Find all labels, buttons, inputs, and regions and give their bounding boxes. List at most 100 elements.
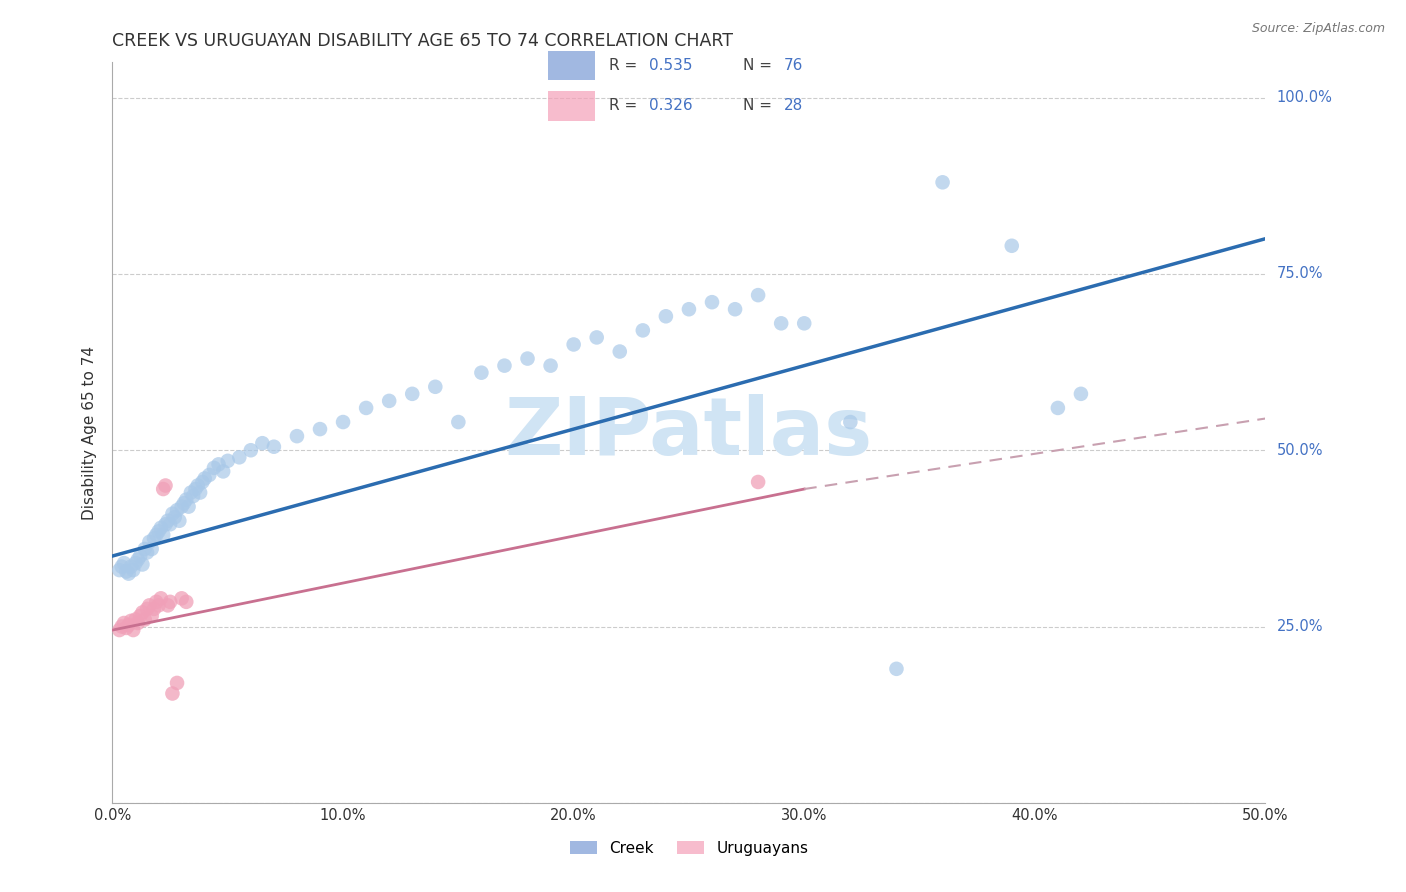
Text: Source: ZipAtlas.com: Source: ZipAtlas.com — [1251, 22, 1385, 36]
Point — [191, 475, 214, 489]
Point — [112, 615, 135, 630]
Point — [124, 556, 146, 570]
Point — [108, 623, 131, 637]
Point — [425, 380, 447, 394]
Point — [162, 686, 184, 700]
Point — [285, 429, 308, 443]
Point — [170, 591, 193, 606]
Point — [1046, 401, 1069, 415]
Point — [111, 619, 134, 633]
Text: 50.0%: 50.0% — [1277, 442, 1323, 458]
Point — [239, 443, 262, 458]
Point — [127, 615, 149, 630]
Point — [401, 387, 423, 401]
Point — [108, 563, 131, 577]
Point — [562, 337, 585, 351]
Point — [332, 415, 354, 429]
Point — [117, 618, 139, 632]
Point — [678, 302, 700, 317]
Text: 0.326: 0.326 — [650, 98, 693, 113]
Point — [156, 599, 179, 613]
Point — [131, 558, 153, 572]
Point — [124, 612, 146, 626]
Point — [585, 330, 607, 344]
Point — [145, 595, 167, 609]
Point — [152, 482, 174, 496]
Point — [202, 461, 225, 475]
Point — [136, 602, 159, 616]
Point — [609, 344, 631, 359]
Text: 76: 76 — [785, 58, 803, 73]
Point — [156, 514, 179, 528]
Point — [127, 552, 149, 566]
Point — [516, 351, 538, 366]
Point — [112, 556, 135, 570]
Point — [447, 415, 470, 429]
Point — [117, 566, 139, 581]
Point — [129, 549, 152, 563]
Point — [188, 485, 211, 500]
Point — [747, 288, 769, 302]
Point — [163, 510, 186, 524]
Point — [159, 595, 181, 609]
Point — [169, 514, 191, 528]
Point — [194, 471, 217, 485]
Point — [162, 507, 184, 521]
Point — [747, 475, 769, 489]
Point — [159, 517, 181, 532]
Point — [198, 467, 221, 482]
Point — [181, 489, 204, 503]
Text: N =: N = — [744, 58, 778, 73]
Text: CREEK VS URUGUAYAN DISABILITY AGE 65 TO 74 CORRELATION CHART: CREEK VS URUGUAYAN DISABILITY AGE 65 TO … — [112, 32, 734, 50]
Text: 100.0%: 100.0% — [1277, 90, 1333, 105]
Point — [134, 612, 156, 626]
Point — [155, 478, 177, 492]
Point — [252, 436, 274, 450]
Y-axis label: Disability Age 65 to 74: Disability Age 65 to 74 — [82, 345, 97, 520]
Point — [115, 565, 138, 579]
Point — [354, 401, 377, 415]
Point — [148, 599, 170, 613]
Point — [143, 602, 166, 616]
Point — [170, 500, 193, 514]
Point — [212, 464, 235, 478]
Point — [309, 422, 332, 436]
Point — [141, 541, 163, 556]
Text: N =: N = — [744, 98, 778, 113]
Point — [931, 175, 953, 189]
Point — [138, 535, 160, 549]
Point — [700, 295, 723, 310]
Point — [228, 450, 250, 465]
Point — [174, 595, 197, 609]
Point — [115, 621, 138, 635]
Point — [793, 316, 815, 330]
Text: R =: R = — [609, 98, 641, 113]
Bar — [548, 51, 595, 80]
Point — [839, 415, 862, 429]
Point — [131, 606, 153, 620]
Point — [494, 359, 516, 373]
Bar — [548, 91, 595, 120]
Point — [122, 563, 145, 577]
Point — [180, 485, 202, 500]
Point — [152, 528, 174, 542]
Legend: Creek, Uruguayans: Creek, Uruguayans — [564, 835, 814, 862]
Point — [724, 302, 747, 317]
Point — [111, 559, 134, 574]
Text: R =: R = — [609, 58, 641, 73]
Point — [141, 609, 163, 624]
Point — [155, 517, 177, 532]
Point — [136, 545, 159, 559]
Point — [149, 521, 172, 535]
Point — [122, 623, 145, 637]
Point — [655, 310, 678, 324]
Text: 25.0%: 25.0% — [1277, 619, 1323, 634]
Point — [145, 528, 167, 542]
Text: 28: 28 — [785, 98, 803, 113]
Point — [184, 482, 207, 496]
Point — [174, 492, 197, 507]
Point — [263, 440, 285, 454]
Point — [886, 662, 908, 676]
Point — [1001, 239, 1024, 253]
Point — [187, 478, 209, 492]
